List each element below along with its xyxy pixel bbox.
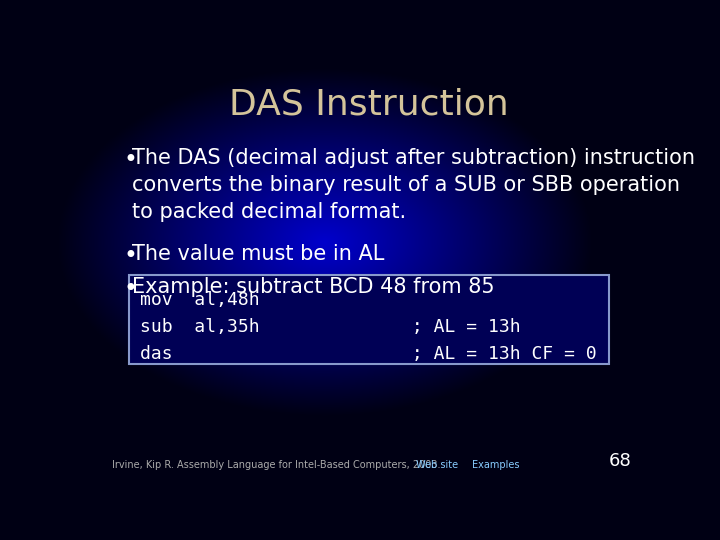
Text: The DAS (decimal adjust after subtraction) instruction
converts the binary resul: The DAS (decimal adjust after subtractio… bbox=[132, 148, 695, 222]
FancyBboxPatch shape bbox=[129, 275, 609, 364]
Text: 68: 68 bbox=[608, 452, 631, 470]
Text: sub  al,35h              ; AL = 13h: sub al,35h ; AL = 13h bbox=[140, 319, 521, 336]
Text: mov  al,48h: mov al,48h bbox=[140, 292, 260, 309]
Text: das                      ; AL = 13h CF = 0: das ; AL = 13h CF = 0 bbox=[140, 346, 597, 363]
Text: Examples: Examples bbox=[472, 460, 520, 470]
Text: DAS Instruction: DAS Instruction bbox=[229, 87, 509, 122]
Text: •: • bbox=[124, 244, 138, 268]
Text: Irvine, Kip R. Assembly Language for Intel-Based Computers, 2003.: Irvine, Kip R. Assembly Language for Int… bbox=[112, 460, 441, 470]
Text: Example: subtract BCD 48 from 85: Example: subtract BCD 48 from 85 bbox=[132, 277, 495, 297]
Text: •: • bbox=[124, 148, 138, 172]
Text: The value must be in AL: The value must be in AL bbox=[132, 244, 384, 264]
Text: •: • bbox=[124, 277, 138, 301]
Text: Web site: Web site bbox=[416, 460, 459, 470]
